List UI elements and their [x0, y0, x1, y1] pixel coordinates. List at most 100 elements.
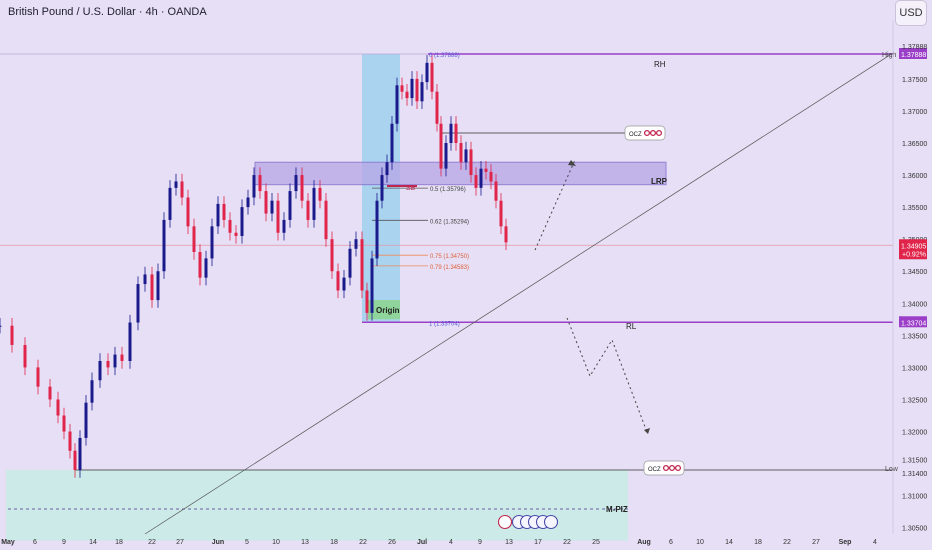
currency-button[interactable]: USD [895, 0, 927, 26]
x-axis-tick-label: Jun [212, 539, 224, 546]
fib-label: 0.5 (1.35796) [430, 187, 466, 193]
candle-body [246, 197, 250, 208]
x-axis-tick-label: 10 [696, 539, 704, 546]
candle-body [198, 251, 202, 278]
candle-body [395, 85, 399, 124]
bearish-arrowhead [644, 428, 650, 434]
candle-body [469, 149, 473, 176]
mpiz-label: M-PIZ [606, 505, 628, 514]
chart-title: British Pound / U.S. Dollar · 4h · OANDA [8, 6, 207, 18]
candle-body [222, 203, 226, 220]
candle-body [444, 142, 448, 169]
ocz-mark-icon [643, 129, 651, 137]
x-axis-tick-label: 18 [115, 539, 123, 546]
ascending-trendline [144, 52, 894, 535]
x-axis-tick-label: 9 [62, 539, 66, 546]
candle-body [324, 200, 328, 240]
candle-body [360, 239, 364, 291]
candle-body [294, 175, 298, 192]
candle-body [162, 219, 166, 272]
us-flag-event-icon[interactable] [543, 514, 559, 530]
candle-body [282, 219, 286, 233]
candle-body [258, 175, 262, 192]
x-axis-tick-label: 14 [89, 539, 97, 546]
x-axis-tick-label: Sep [839, 539, 852, 546]
candle-body [270, 200, 274, 214]
candle-body [354, 239, 358, 249]
current-price-change: +0.92% [902, 251, 926, 258]
candle-body [449, 123, 453, 143]
candle-body [168, 187, 172, 220]
bullish-arrowhead [568, 160, 576, 166]
candle-body [120, 354, 124, 361]
rh-price-tag [899, 48, 927, 59]
x-axis-tick-label: May [1, 539, 15, 546]
candle-body [400, 85, 404, 92]
candle-body [439, 123, 443, 169]
candle-body [474, 175, 478, 188]
candle-body [288, 191, 292, 220]
x-axis-tick-label: 22 [563, 539, 571, 546]
candle-body [128, 322, 132, 361]
candle-body [425, 62, 429, 83]
bearish-projection [566, 317, 648, 433]
x-axis-tick-label: 4 [449, 539, 453, 546]
axis-tick-label: 1.31000 [902, 494, 927, 501]
candle-body [464, 149, 468, 163]
candle-body [499, 200, 503, 227]
x-axis-tick-label: 18 [754, 539, 762, 546]
candle-body [494, 181, 498, 201]
origin-label: Origin [376, 306, 400, 315]
x-axis-tick-label: 25 [592, 539, 600, 546]
candle-body [420, 82, 424, 102]
x-axis-tick-label: 17 [534, 539, 542, 546]
x-axis-tick-label: 13 [505, 539, 513, 546]
candle-body [0, 325, 2, 327]
ocz-mark-icon [662, 464, 670, 472]
origin-zone [368, 300, 400, 320]
x-axis-tick-label: 27 [812, 539, 820, 546]
candle-body [143, 274, 147, 285]
candle-body [415, 78, 419, 102]
x-axis-tick-label: 4 [873, 539, 877, 546]
high-label: High [882, 52, 897, 59]
candle-body [410, 78, 414, 99]
candle-body [228, 219, 232, 233]
candle-body [84, 402, 88, 438]
candle-body [264, 191, 268, 214]
candle-body [306, 200, 310, 220]
candle-body [342, 277, 346, 291]
axis-tick-label: 1.37888 [901, 52, 926, 59]
candle-body [504, 226, 508, 243]
x-axis-tick-label: 26 [388, 539, 396, 546]
ocz-label: OCZ [629, 132, 642, 138]
low-label: Low [885, 466, 899, 473]
axis-tick-label: 1.33000 [902, 365, 927, 372]
fib-label: 0.62 (1.35294) [430, 219, 469, 225]
ocz-label: OCZ [648, 467, 661, 473]
candle-body [78, 437, 82, 470]
candle-body [405, 91, 409, 99]
rh-label: RH [654, 60, 666, 69]
x-axis-tick-label: 22 [359, 539, 367, 546]
axis-tick-label: 1.37000 [902, 109, 927, 116]
axis-tick-label: 1.36000 [902, 173, 927, 180]
candle-body [36, 367, 40, 387]
candle-body [300, 175, 304, 201]
candle-body [192, 226, 196, 252]
x-axis-tick-label: 9 [478, 539, 482, 546]
fib-label: 0.79 (1.34583) [430, 265, 469, 271]
candle-body [348, 248, 352, 278]
x-axis-tick-label: 13 [301, 539, 309, 546]
candle-body [62, 415, 66, 432]
candle-body [330, 239, 334, 272]
axis-tick-label: 1.35500 [902, 205, 927, 212]
candle-body [276, 200, 280, 233]
ocz-mark-icon [668, 464, 676, 472]
candle-body [385, 162, 389, 176]
lightning-event-icon[interactable] [497, 514, 513, 530]
axis-tick-label: 1.31500 [902, 458, 927, 465]
